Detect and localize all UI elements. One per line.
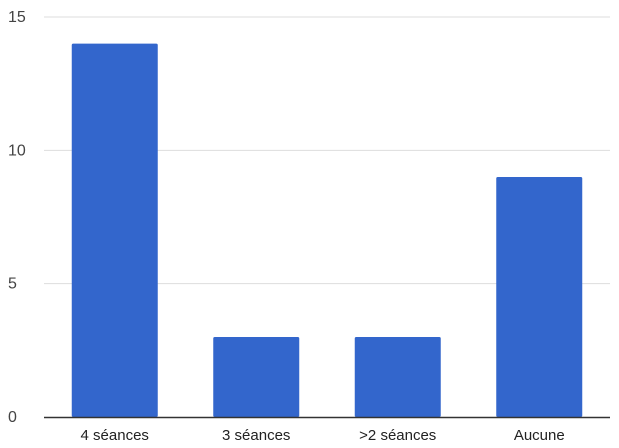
- x-tick-label: 3 séances: [222, 427, 290, 444]
- y-tick-label: 5: [8, 276, 17, 293]
- x-tick-label: Aucune: [514, 427, 565, 444]
- bar-2: [354, 337, 441, 417]
- bar-1: [213, 337, 300, 417]
- y-tick-label: 15: [8, 9, 26, 26]
- y-tick-label: 10: [8, 142, 26, 159]
- bar-3: [496, 177, 583, 417]
- bar-0: [71, 43, 158, 418]
- bars: [71, 43, 583, 418]
- y-axis-ticks: 0 5 10 15: [8, 9, 26, 426]
- x-axis-labels: 4 séances 3 séances >2 séances Aucune: [81, 427, 565, 444]
- x-tick-label: 4 séances: [81, 427, 149, 444]
- y-tick-label: 0: [8, 409, 17, 426]
- x-tick-label: >2 séances: [359, 427, 436, 444]
